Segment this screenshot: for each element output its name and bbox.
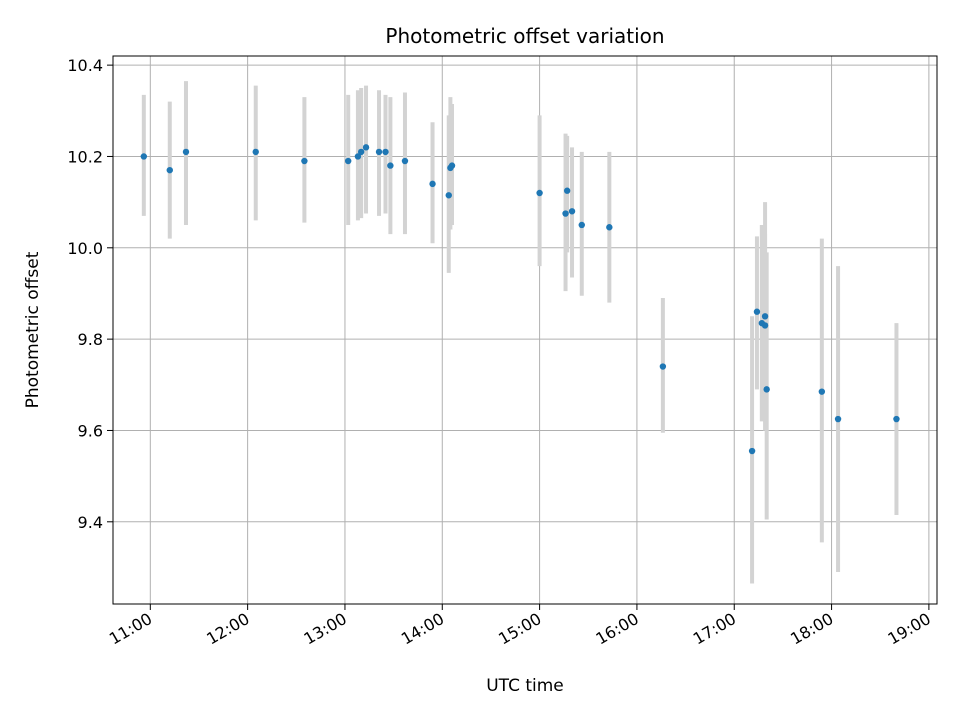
data-point [563, 187, 571, 194]
data-point [140, 153, 148, 160]
y-tick-label: 9.8 [78, 330, 103, 349]
data-point [401, 157, 409, 165]
y-tick-label: 10.0 [67, 239, 103, 258]
data-point [834, 415, 842, 423]
data-point [301, 157, 308, 165]
data-point [344, 157, 352, 165]
data-point [761, 313, 769, 320]
y-axis-label: Photometric offset [23, 251, 43, 408]
data-point [562, 210, 569, 217]
data-point [568, 208, 576, 215]
data-point [536, 189, 543, 197]
data-point [357, 148, 365, 156]
data-point [761, 322, 769, 329]
data-point [445, 192, 452, 199]
chart-title: Photometric offset variation [385, 24, 664, 48]
data-point [763, 386, 770, 393]
data-point [606, 224, 613, 231]
data-point [578, 221, 585, 229]
data-point [182, 148, 190, 156]
y-tick-label: 9.4 [78, 513, 103, 532]
grid [113, 56, 937, 604]
plot-frame [112, 55, 938, 605]
data-point [382, 148, 389, 156]
data-point [387, 162, 394, 169]
y-tick-label: 10.4 [67, 56, 103, 75]
data-point [748, 447, 756, 455]
y-tick-label: 10.2 [67, 147, 103, 166]
data-point [166, 166, 173, 174]
data-point [659, 363, 667, 370]
data-point [354, 153, 362, 160]
y-tick-label: 9.6 [78, 421, 103, 440]
data-point [429, 180, 436, 188]
y-axis-ticks: 9.4 9.6 9.8 10.0 10.2 10.4 [67, 56, 113, 532]
data-point [818, 388, 826, 395]
data-point [753, 308, 761, 315]
data-points [140, 144, 900, 455]
data-point [252, 148, 259, 156]
x-axis-label: UTC time [486, 676, 564, 696]
data-point [448, 162, 456, 169]
data-point [375, 148, 383, 156]
data-point [362, 144, 370, 151]
data-point [893, 415, 900, 423]
